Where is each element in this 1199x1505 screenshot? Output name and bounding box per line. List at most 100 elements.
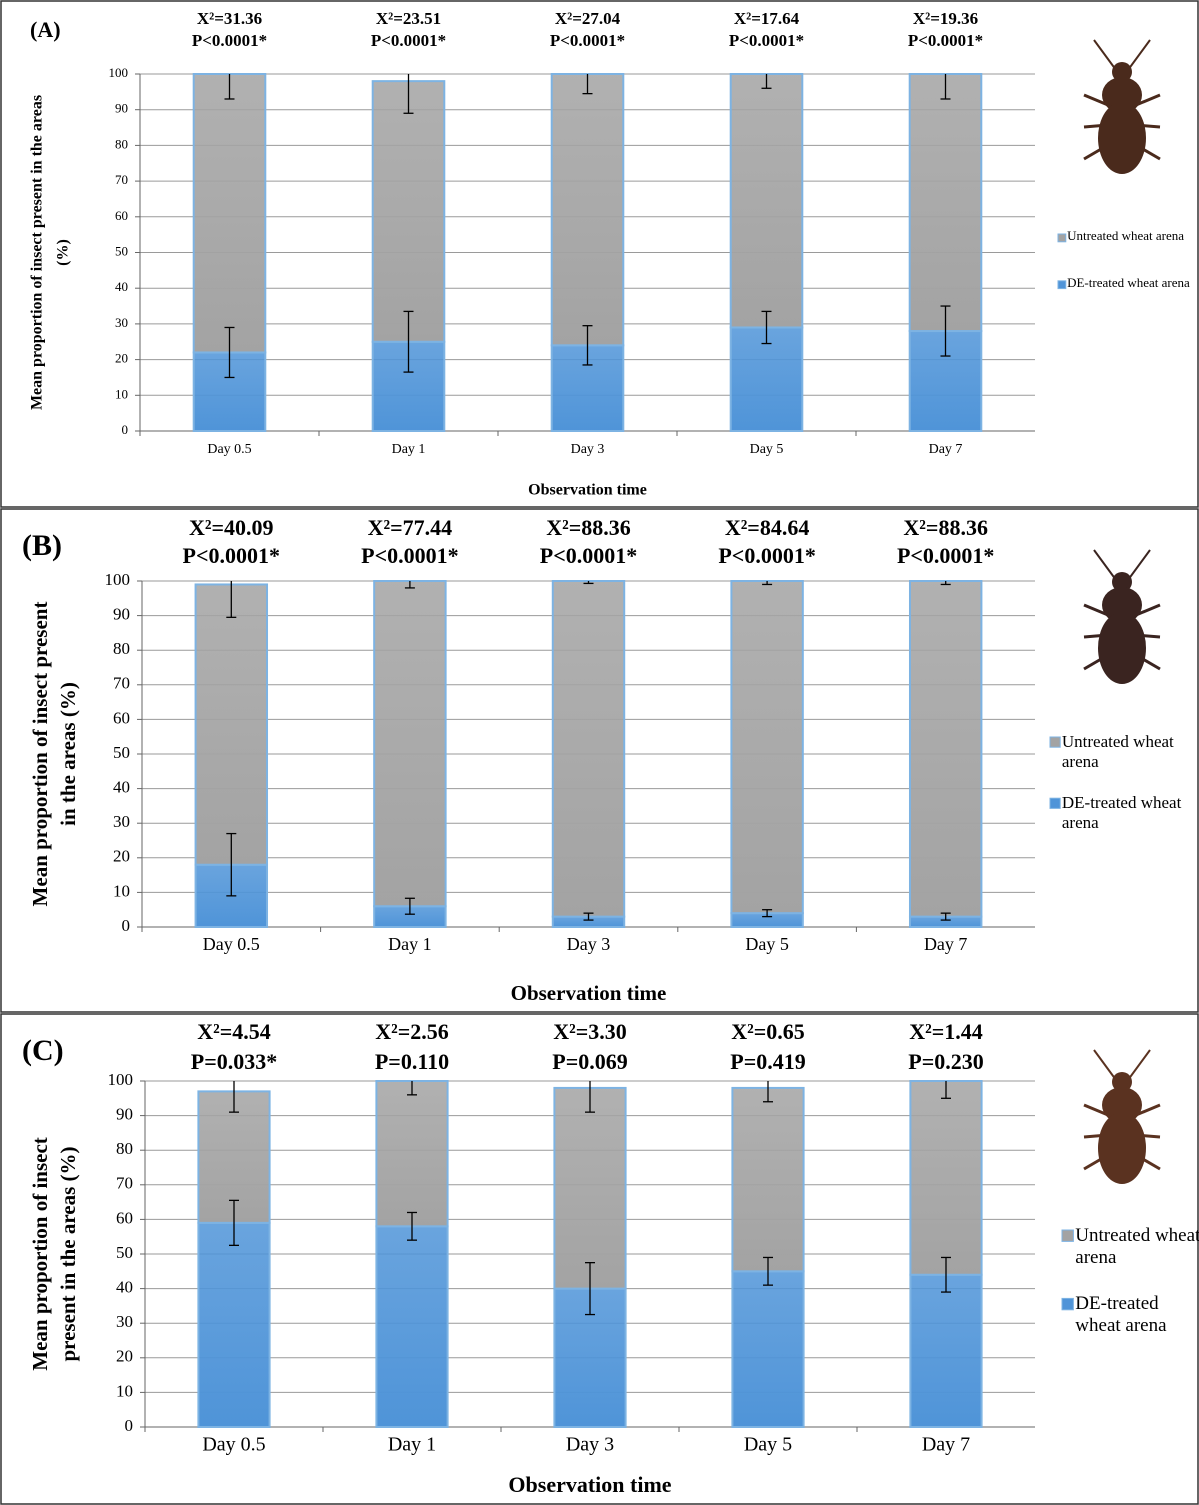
y-axis-title: Mean proportion of insect present in the… — [29, 95, 46, 410]
bar-segment — [908, 580, 983, 918]
legend-swatch — [1049, 736, 1061, 748]
error-bar — [226, 581, 237, 618]
panel-border — [0, 0, 1199, 508]
error-bar — [763, 1256, 773, 1286]
y-tick-label: 0 — [122, 422, 129, 437]
error-bar — [407, 1081, 417, 1096]
stat-annotation: X²=4.54 — [197, 1019, 271, 1044]
stat-annotation: X²=17.64 — [734, 9, 800, 28]
error-bar — [941, 1081, 951, 1099]
stat-annotation: P<0.0001* — [192, 31, 267, 50]
bar-segment — [553, 1086, 627, 1290]
stat-annotation: P<0.0001* — [718, 543, 815, 568]
panel-label: (A) — [30, 17, 61, 42]
y-tick-label: 50 — [116, 1243, 133, 1262]
stat-annotation: P=0.110 — [375, 1049, 449, 1074]
error-bar — [229, 1081, 239, 1113]
stat-annotation: X²=31.36 — [197, 9, 262, 28]
error-bar — [583, 912, 594, 921]
stat-annotation: X²=77.44 — [368, 515, 453, 540]
panel-label: (C) — [22, 1034, 64, 1067]
error-bar — [582, 74, 593, 95]
x-tick-label: Day 7 — [922, 1434, 970, 1456]
error-bar — [403, 310, 414, 373]
bar-segment — [729, 73, 804, 329]
y-tick-label: 10 — [116, 1381, 133, 1400]
x-axis-title: Observation time — [511, 981, 667, 1005]
legend-label: DE-treated wheat arena — [1061, 793, 1182, 832]
stat-annotation: P=0.069 — [552, 1049, 627, 1074]
bar-segment — [373, 580, 447, 908]
y-axis-title: Mean proportion of insect — [28, 1137, 52, 1371]
error-bar — [761, 74, 772, 89]
legend-label: Untreated wheat arena — [1061, 732, 1174, 771]
bar-segment — [908, 73, 983, 333]
bar-segment — [551, 580, 626, 918]
y-tick-label: 90 — [113, 605, 130, 624]
error-bar — [404, 897, 415, 915]
bar-segment — [909, 1273, 983, 1429]
error-bar — [404, 581, 415, 589]
bar-segment — [194, 583, 269, 866]
y-tick-label: 60 — [113, 708, 130, 727]
error-bar — [224, 74, 235, 100]
stat-annotation: P<0.0001* — [183, 543, 280, 568]
error-bar — [940, 912, 951, 921]
error-bar — [585, 1262, 595, 1316]
x-tick-label: Day 3 — [571, 442, 605, 457]
x-tick-label: Day 1 — [388, 934, 432, 954]
x-tick-label: Day 0.5 — [207, 442, 251, 457]
y-tick-label: 0 — [125, 1416, 134, 1435]
legend-swatch — [1057, 280, 1067, 290]
bar-segment — [731, 1270, 805, 1429]
panel-border — [0, 1013, 1199, 1505]
stat-annotation: X²=84.64 — [725, 515, 810, 540]
y-tick-label: 100 — [109, 65, 129, 80]
y-tick-label: 60 — [116, 1208, 133, 1227]
error-bar — [585, 1081, 595, 1113]
legend-swatch — [1061, 1297, 1074, 1311]
bar-segment — [909, 1080, 983, 1276]
y-axis-title: present in the areas (%) — [56, 1146, 80, 1361]
x-tick-label: Day 0.5 — [203, 934, 260, 954]
y-tick-label: 90 — [115, 101, 128, 116]
y-tick-label: 90 — [116, 1105, 133, 1124]
y-tick-label: 80 — [113, 639, 130, 658]
y-tick-label: 10 — [115, 386, 128, 401]
y-tick-label: 10 — [113, 881, 130, 900]
stat-annotation: P<0.0001* — [371, 31, 446, 50]
stat-annotation: X²=0.65 — [731, 1019, 805, 1044]
stat-annotation: X²=2.56 — [375, 1019, 449, 1044]
bar-segment — [729, 326, 804, 432]
y-tick-label: 70 — [115, 172, 128, 187]
legend-label: Untreated wheat arena — [1067, 229, 1185, 243]
error-bar — [403, 74, 414, 114]
x-axis-title: Observation time — [528, 482, 647, 499]
stat-annotation: P=0.033* — [191, 1049, 277, 1074]
bar-segment — [371, 80, 446, 343]
y-axis-title: Mean proportion of insect present — [28, 602, 52, 907]
legend-swatch — [1049, 797, 1061, 809]
stat-annotation: P=0.230 — [908, 1049, 983, 1074]
stat-annotation: P<0.0001* — [540, 543, 637, 568]
y-axis-title: in the areas (%) — [56, 682, 80, 826]
x-tick-label: Day 5 — [745, 934, 789, 954]
y-tick-label: 40 — [113, 778, 130, 797]
x-tick-label: Day 3 — [567, 934, 611, 954]
stat-annotation: P<0.0001* — [729, 31, 804, 50]
x-tick-label: Day 5 — [750, 442, 784, 457]
x-tick-label: Day 0.5 — [202, 1434, 265, 1456]
bar-segment — [375, 1225, 449, 1428]
y-tick-label: 30 — [116, 1312, 133, 1331]
y-tick-label: 40 — [116, 1278, 133, 1297]
legend-label: DE-treated wheat arena — [1067, 275, 1190, 290]
y-tick-label: 50 — [113, 743, 130, 762]
stat-annotation: X²=40.09 — [189, 515, 274, 540]
y-tick-label: 100 — [108, 1070, 134, 1089]
bar-segment — [731, 1086, 805, 1273]
legend-swatch — [1057, 233, 1067, 243]
stat-annotation: X²=1.44 — [909, 1019, 983, 1044]
error-bar — [940, 74, 951, 100]
x-tick-label: Day 7 — [924, 934, 968, 954]
